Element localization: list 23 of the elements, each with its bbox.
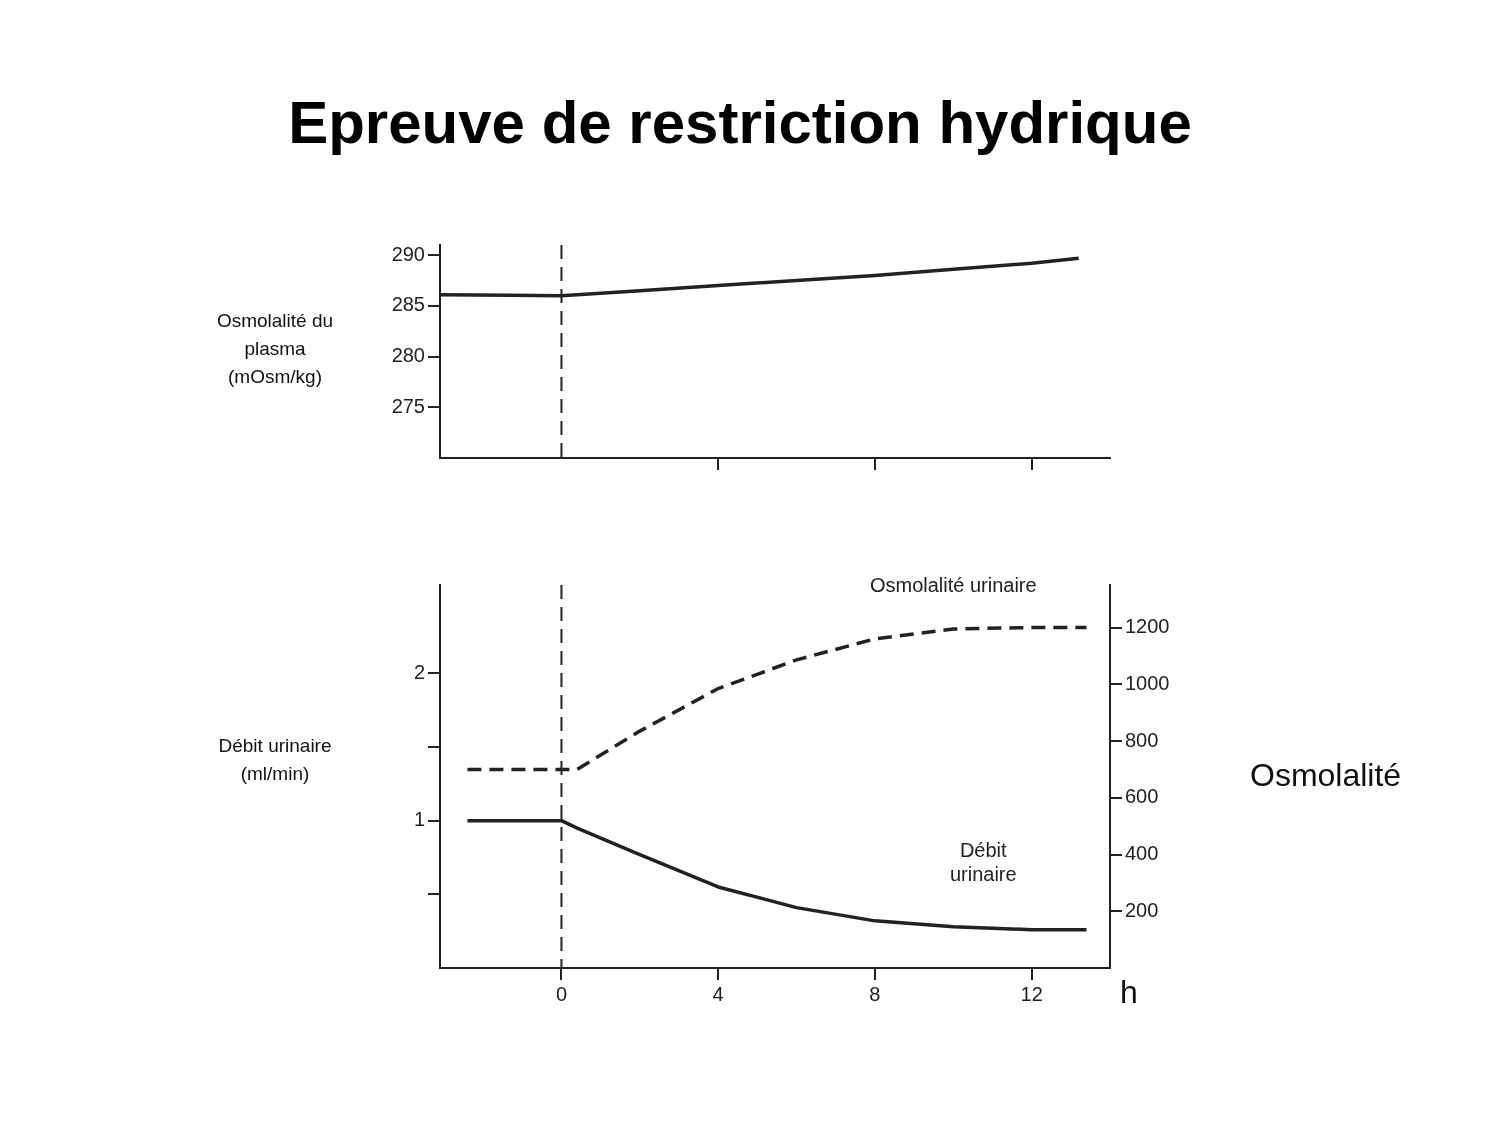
chart-title: Epreuve de restriction hydrique: [287, 88, 1193, 157]
y2-tick-label: 600: [1125, 785, 1159, 808]
y2-axis-title: Osmolalité: [1250, 756, 1402, 794]
y-axis-title: Débit urinaire (ml/min): [217, 733, 333, 786]
y-tick-label: 290: [391, 242, 425, 265]
y-tick-label: 285: [391, 293, 425, 316]
y2-tick-label: 1200: [1125, 615, 1170, 638]
y-tick-label: 2: [413, 660, 425, 683]
y2-tick-label: 400: [1125, 842, 1159, 865]
x-axis-title: h: [1120, 974, 1138, 1011]
y-axis-title: Osmolalité du plasma (mOsm/kg): [215, 308, 335, 389]
y2-tick-label: 1000: [1125, 671, 1170, 694]
y-tick-label: 280: [391, 344, 425, 367]
y2-tick-label: 200: [1125, 898, 1159, 921]
y-tick-label: 275: [391, 394, 425, 417]
x-tick-label: 8: [869, 982, 881, 1005]
series-label: Osmolalité urinaire: [869, 574, 1037, 596]
x-tick-label: 0: [555, 982, 568, 1005]
y-tick-label: 1: [413, 808, 425, 831]
text: Débit urinaire: [949, 838, 1017, 885]
x-tick-label: 4: [712, 982, 724, 1005]
y2-tick-label: 800: [1125, 728, 1159, 751]
x-tick-label: 12: [1020, 982, 1043, 1005]
